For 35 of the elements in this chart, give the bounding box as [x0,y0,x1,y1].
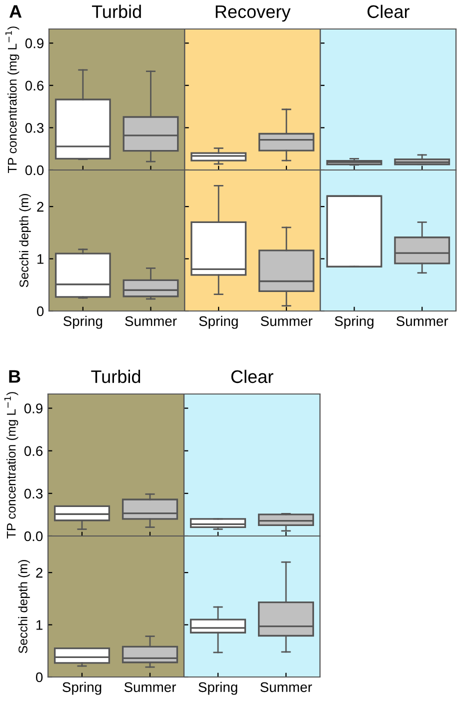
chart-title: Turbid [91,370,140,384]
y-tick-label: 1 [37,254,44,264]
y-tick-label: 0.0 [25,165,44,176]
x-tick-label: Summer [260,682,312,692]
x-tick-label: Summer [125,316,177,326]
y-tick-label: 0.6 [25,80,44,91]
chart-title: Clear [368,4,410,18]
x-tick-label: Spring [334,316,374,329]
y-tick-label: 2 [37,202,44,212]
y-tick-label: 0.3 [25,123,44,133]
y-tick-label: 0.3 [24,488,43,499]
chart-title: Recovery [216,5,291,22]
x-tick-label: Spring [198,682,238,695]
y-tick-label: 0.9 [25,38,44,48]
y-axis-title: TP concentration (mg L$^{−1}$) [5,26,20,173]
y-axis-title: Secchi depth (m) [19,194,31,288]
y-tick-label: 0.9 [24,404,42,414]
x-tick-label: Summer [396,316,448,326]
y-tick-label: 2 [36,568,42,578]
chart-title: Clear [231,370,274,384]
y-axis-title: TP concentration (mg L$^{−1}$) [4,392,18,538]
y-axis-title: Secchi depth (m) [18,560,30,654]
chart-title: Turbid [92,4,141,18]
y-tick-label: 0 [36,306,44,316]
x-tick-label: Spring [62,682,102,695]
y-tick-label: 1 [36,620,42,630]
x-tick-label: Spring [199,316,238,329]
x-tick-label: Summer [260,316,312,326]
x-tick-label: Spring [63,316,102,329]
y-tick-label: 0 [36,672,43,682]
text: B [9,370,20,383]
x-tick-label: Summer [124,682,176,692]
y-tick-label: 0.6 [24,446,43,456]
y-tick-label: 0.0 [24,531,43,542]
text: A [9,5,22,18]
